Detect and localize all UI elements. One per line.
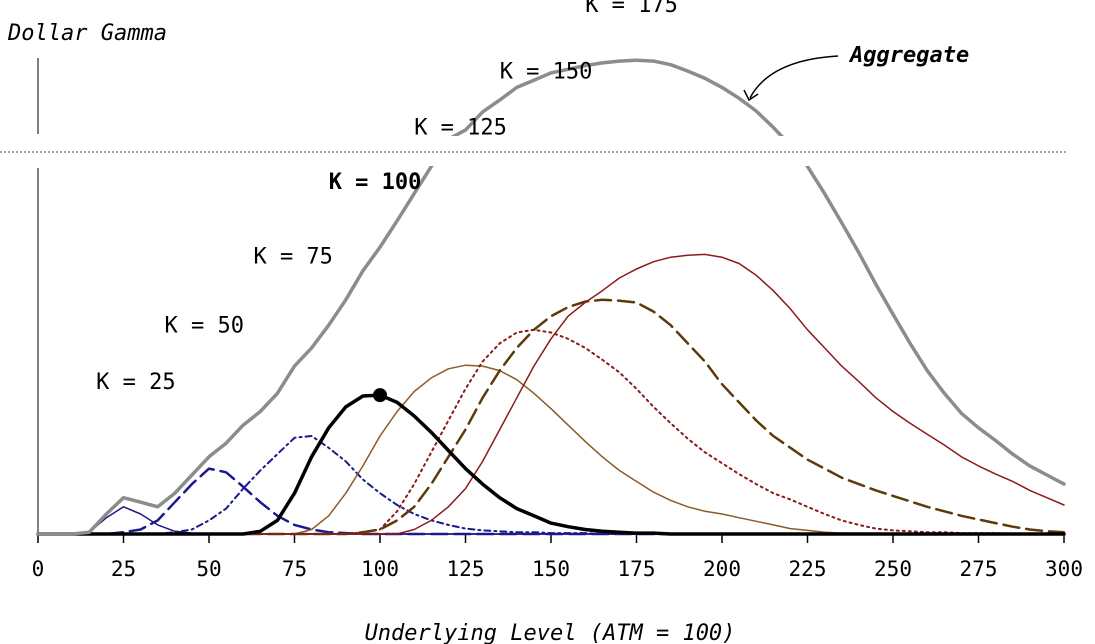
series-label: K = 25 [96, 370, 175, 395]
aggregate-label: Aggregate [848, 43, 969, 68]
series-line-k-125 [37, 364, 1065, 535]
series-label: K = 50 [165, 313, 244, 338]
axis-break-mask [0, 136, 1067, 166]
axes: 0 25 50 75 100 125 150 175 200 225 250 275 300 [32, 58, 1083, 581]
x-tick-label: 275 [960, 557, 998, 581]
x-tick-label: 150 [532, 557, 570, 581]
series-line-aggregate [36, 58, 1066, 536]
x-tick-label: 175 [618, 557, 656, 581]
series-label: K = 175 [585, 0, 678, 18]
series-label: K = 100 [329, 170, 422, 195]
y-axis-title: Dollar Gamma [7, 21, 167, 46]
x-tick-label: 300 [1045, 557, 1083, 581]
aggregate-arrowhead [743, 89, 759, 102]
atm-marker [373, 388, 387, 403]
x-tick-label: 25 [111, 557, 136, 581]
x-tick-label: 50 [196, 557, 221, 581]
series-label: K = 150 [500, 59, 593, 84]
x-tick-label: 100 [361, 557, 399, 581]
x-tick-label: 250 [874, 557, 912, 581]
series-line-k-150 [37, 328, 1065, 535]
series-line-k-100 [36, 393, 1066, 536]
x-tick-label: 200 [703, 557, 741, 581]
labels-group: K = 25 K = 50 K = 75 K = 100 K = 125 K = 150 K… [96, 0, 969, 395]
x-axis-title: Underlying Level (ATM = 100) [365, 621, 736, 644]
x-tick-label: 0 [32, 557, 45, 581]
series-line-k-200 [37, 253, 1065, 535]
x-tick-label: 125 [447, 557, 485, 581]
x-tick-label: 75 [282, 557, 307, 581]
x-tick-label: 225 [789, 557, 827, 581]
series-group [0, 58, 1067, 536]
series-label: K = 75 [253, 245, 332, 270]
aggregate-pointer-arrow [749, 55, 839, 99]
series-label: K = 125 [414, 116, 507, 141]
